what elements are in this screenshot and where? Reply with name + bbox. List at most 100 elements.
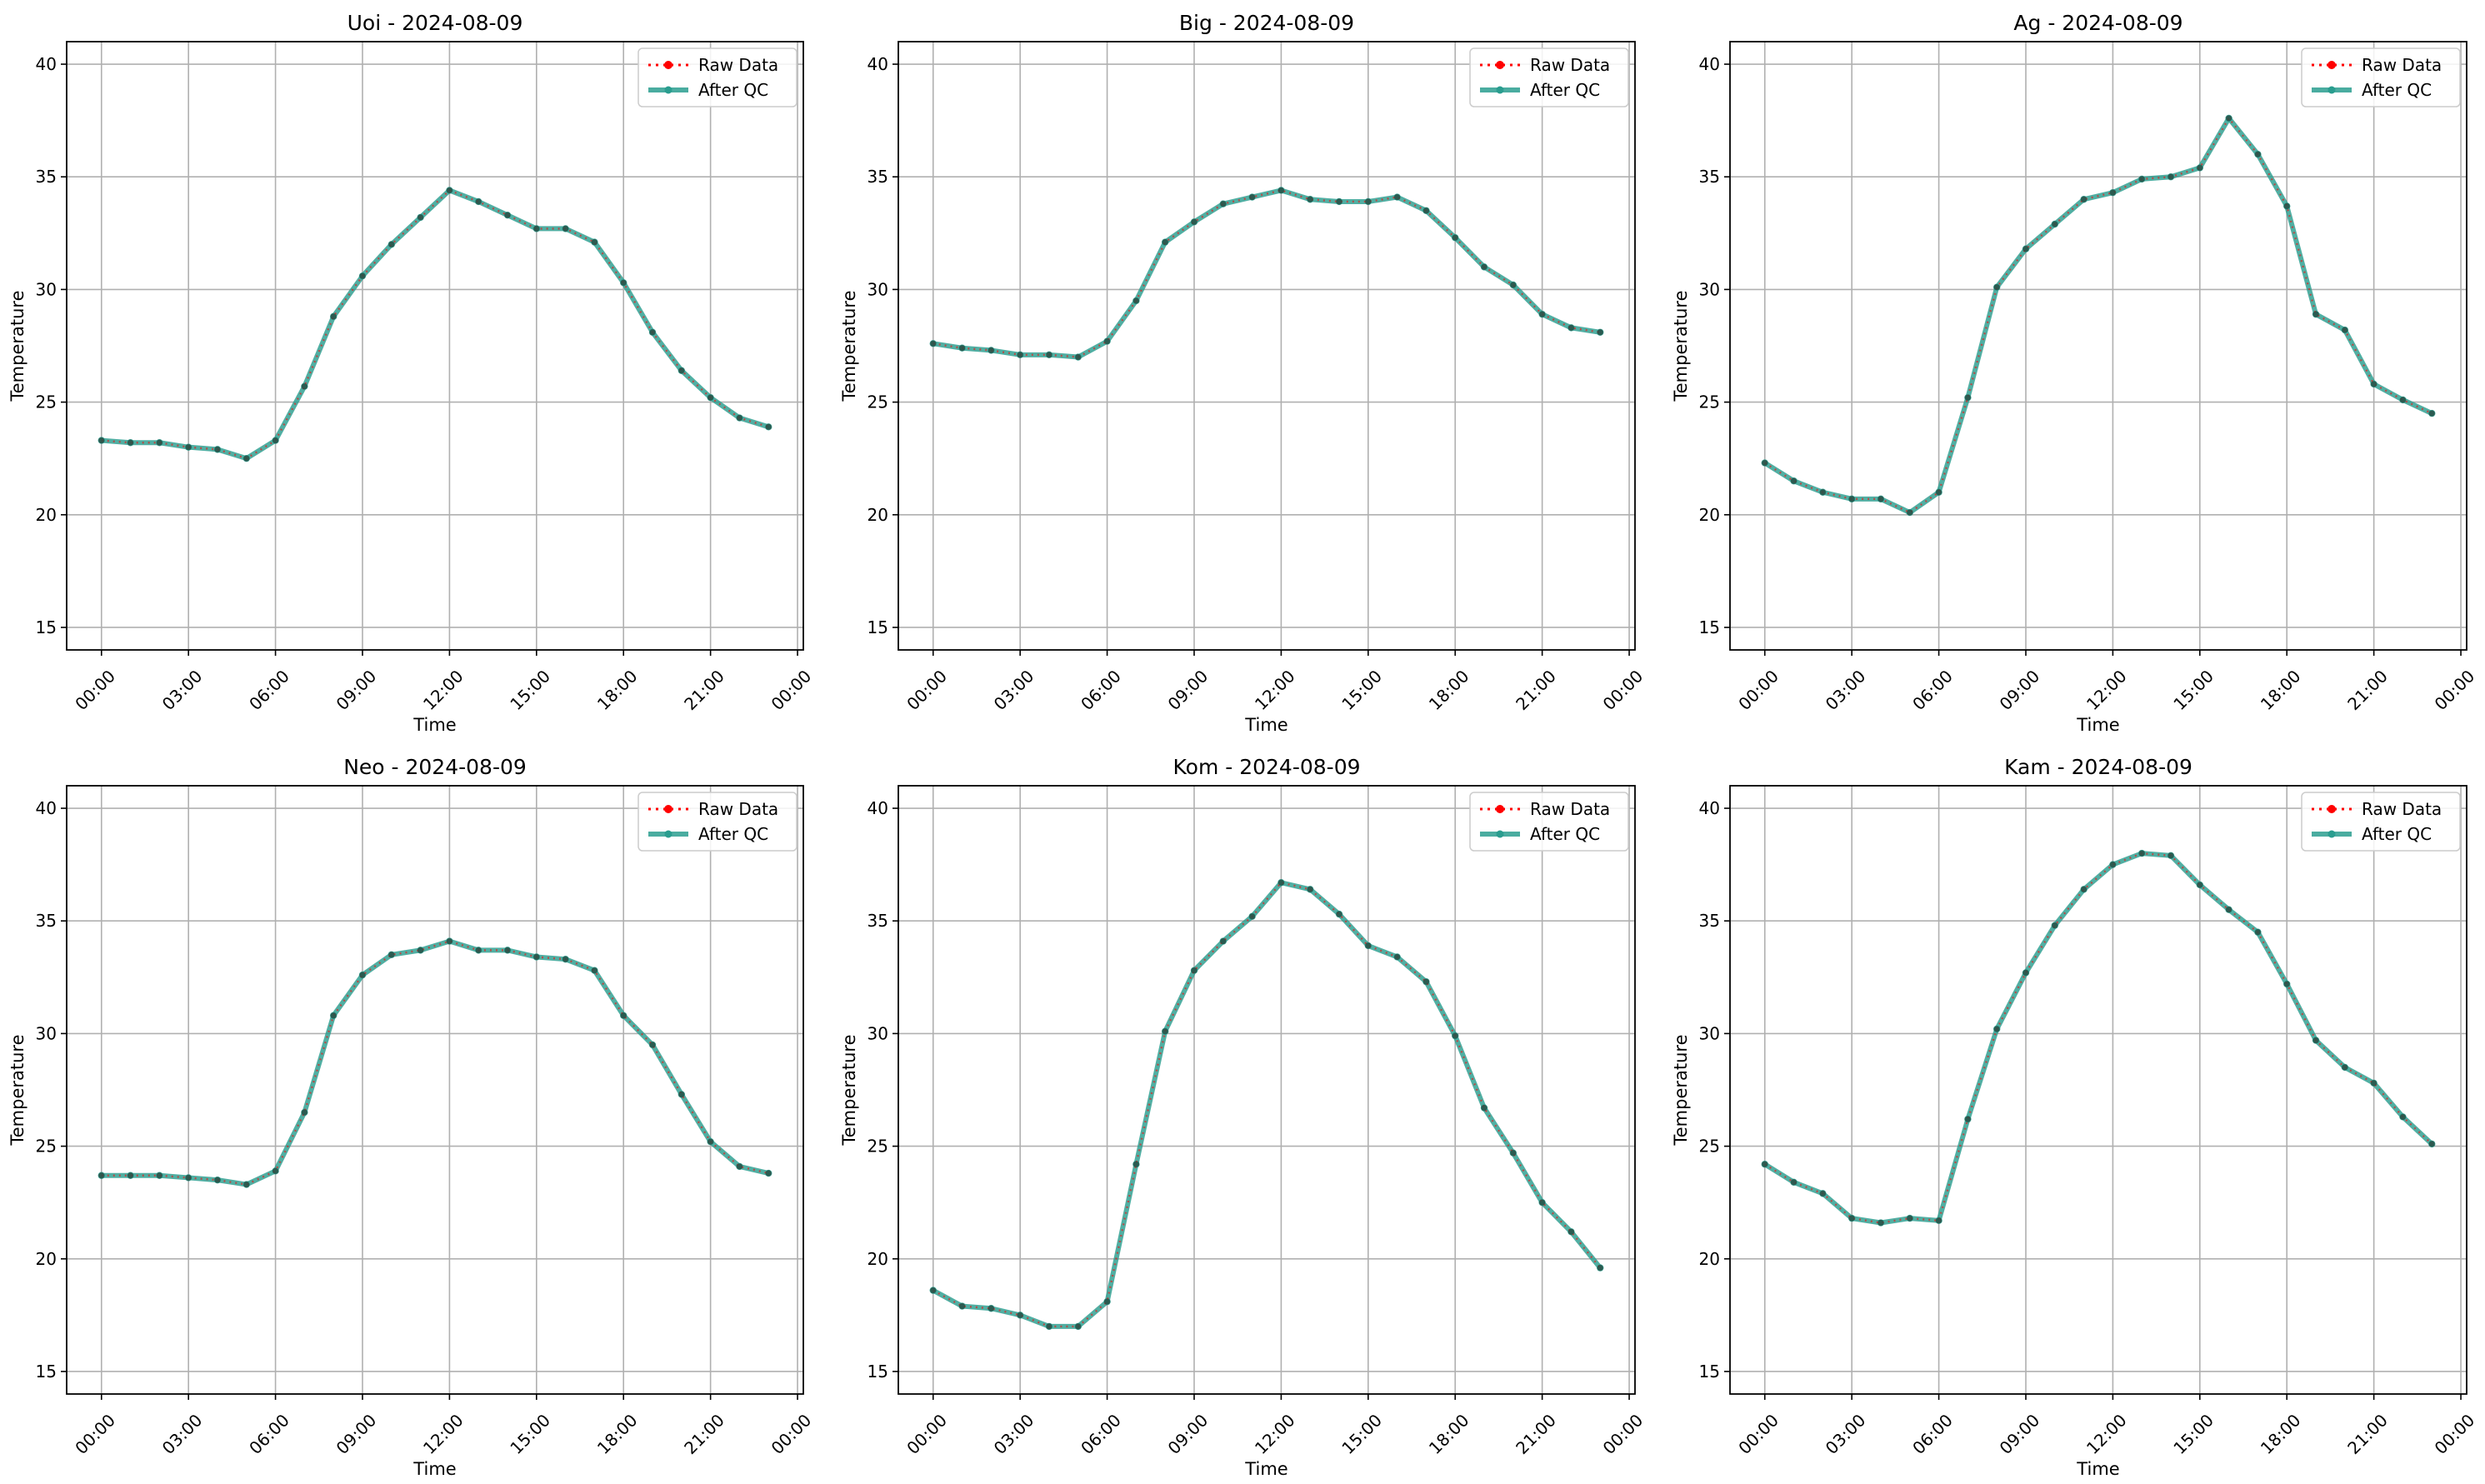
- y-axis-label: Temperature: [1671, 1034, 1691, 1146]
- x-tick-label: 03:00: [990, 1410, 1038, 1458]
- raw-data-point: [504, 947, 511, 953]
- x-tick-label: 00:00: [1734, 666, 1782, 714]
- x-axis-label: Time: [412, 715, 456, 735]
- y-tick-label: 15: [36, 617, 57, 637]
- raw-data-point: [1191, 967, 1198, 974]
- y-tick-label: 40: [1699, 54, 1720, 74]
- x-tick-label: 18:00: [593, 1410, 642, 1458]
- raw-data-point: [562, 956, 569, 962]
- y-tick-label: 35: [868, 167, 888, 187]
- raw-data-point: [988, 347, 994, 354]
- raw-data-point: [1819, 1190, 1826, 1197]
- raw-data-point: [388, 241, 395, 247]
- raw-data-point: [1907, 509, 1913, 516]
- y-tick-label: 35: [1699, 911, 1720, 931]
- x-tick-label: 21:00: [680, 666, 728, 714]
- raw-data-point: [1935, 489, 1942, 496]
- raw-data-point: [1307, 196, 1313, 202]
- raw-data-point: [958, 345, 966, 352]
- legend: Raw Data After QC: [1469, 47, 1629, 107]
- raw-data-point: [708, 1138, 714, 1145]
- raw-data-point: [562, 225, 569, 232]
- raw-data-point: [1336, 911, 1342, 917]
- x-tick-label: 09:00: [1164, 666, 1212, 714]
- x-tick-label: 00:00: [902, 666, 951, 714]
- raw-data-point: [1046, 352, 1052, 358]
- x-tick-label: 06:00: [245, 666, 293, 714]
- x-tick-label: 00:00: [1599, 666, 1648, 714]
- x-tick-label: 21:00: [2343, 1410, 2392, 1458]
- series-line-after-qc: [98, 187, 772, 462]
- subplot-title: Neo - 2024-08-09: [343, 755, 527, 779]
- raw-data-point: [1762, 459, 1768, 467]
- legend-label-raw-data: Raw Data: [1530, 799, 1610, 819]
- raw-data-point: [1878, 1219, 1884, 1227]
- raw-data-point: [2428, 1141, 2435, 1147]
- y-tick-label: 30: [36, 1023, 57, 1043]
- raw-data-point: [1075, 1323, 1082, 1330]
- y-tick-label: 20: [1699, 1249, 1720, 1269]
- raw-data-point: [2052, 922, 2058, 929]
- x-tick-label: 00:00: [2431, 666, 2479, 714]
- legend: Raw Data After QC: [638, 792, 798, 852]
- raw-data-point: [2399, 1113, 2407, 1121]
- x-tick-label: 18:00: [1425, 666, 1473, 714]
- raw-data-point: [127, 439, 134, 446]
- raw-data-point: [1278, 879, 1285, 886]
- x-tick-label: 03:00: [990, 666, 1038, 714]
- x-tick-label: 00:00: [71, 666, 119, 714]
- x-axis-label: Time: [412, 1459, 456, 1479]
- x-tick-label: 00:00: [1734, 1410, 1782, 1458]
- raw-data-point: [243, 455, 250, 462]
- y-tick-label: 15: [868, 617, 888, 637]
- raw-data-point: [272, 437, 279, 444]
- subplot-1: 00:00 03:00 06:00 09:00 12:00 15:00 18:00 21:00…: [839, 11, 1647, 735]
- y-tick-label: 30: [868, 279, 888, 299]
- axes-frame: [66, 785, 804, 1395]
- raw-data-point: [620, 279, 627, 286]
- series-line-raw-data: [101, 189, 769, 460]
- x-tick-label: 00:00: [71, 1410, 119, 1458]
- raw-data-point: [1220, 937, 1227, 945]
- raw-data-point: [330, 1012, 337, 1019]
- raw-data-point: [591, 239, 598, 246]
- raw-data-point: [1394, 193, 1401, 201]
- subplot-title: Kam - 2024-08-09: [2004, 755, 2192, 779]
- x-tick-label: 18:00: [593, 666, 642, 714]
- raw-data-point: [988, 1305, 994, 1312]
- x-tick-label: 09:00: [1996, 666, 2044, 714]
- axes-frame: [1729, 41, 2468, 651]
- raw-data-point: [2052, 221, 2058, 227]
- y-tick-label: 20: [868, 505, 888, 525]
- raw-data-point: [1017, 352, 1023, 358]
- raw-data-point: [1481, 1105, 1488, 1112]
- subplot-title: Uoi - 2024-08-09: [348, 11, 523, 35]
- legend-label-raw-data: Raw Data: [1530, 55, 1610, 75]
- raw-data-point: [2342, 1064, 2348, 1071]
- y-tick-label: 35: [36, 167, 57, 187]
- raw-data-point: [1964, 394, 1971, 401]
- raw-data-point: [736, 1163, 743, 1170]
- raw-data-point: [2109, 189, 2117, 196]
- series-line-raw-data: [932, 881, 1602, 1328]
- raw-data-point: [2080, 196, 2088, 202]
- x-tick-label: 21:00: [1512, 666, 1560, 714]
- raw-data-point: [2197, 882, 2203, 888]
- raw-data-point: [243, 1181, 250, 1188]
- x-tick-label: 06:00: [1077, 666, 1125, 714]
- legend-marker-raw-data: [1496, 61, 1504, 69]
- subplot-2: 00:00 03:00 06:00 09:00 12:00 15:00 18:00 21:00…: [1671, 11, 2478, 735]
- x-tick-label: 12:00: [2082, 1410, 2131, 1458]
- raw-data-point: [2138, 176, 2145, 182]
- y-tick-label: 25: [1699, 1137, 1720, 1157]
- raw-data-point: [1336, 198, 1342, 205]
- y-tick-label: 30: [1699, 279, 1720, 299]
- y-tick-label: 15: [1699, 617, 1720, 637]
- raw-data-point: [1191, 218, 1198, 225]
- raw-data-point: [2197, 164, 2203, 172]
- x-tick-label: 06:00: [1908, 666, 1957, 714]
- y-axis-label: Temperature: [8, 290, 28, 402]
- y-tick-label: 25: [1699, 392, 1720, 412]
- raw-data-point: [736, 414, 743, 422]
